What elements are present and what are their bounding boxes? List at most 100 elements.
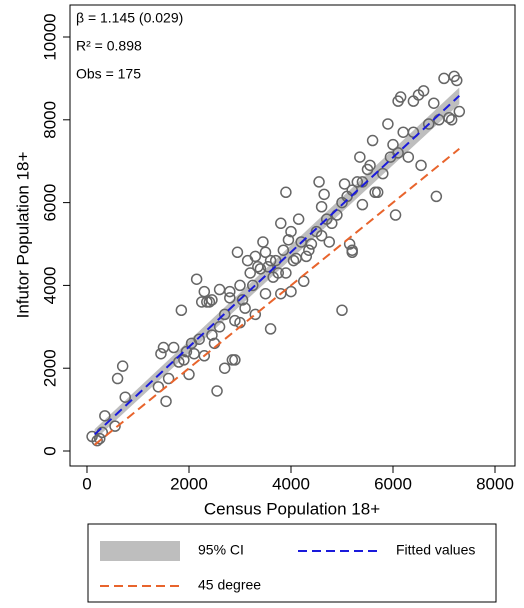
x-tick-label: 6000 <box>374 474 412 493</box>
point <box>366 134 379 147</box>
point <box>272 267 284 279</box>
point <box>213 321 226 333</box>
legend-swatch <box>100 541 180 561</box>
point <box>259 287 272 300</box>
point <box>234 279 246 292</box>
y-tick-label: 8000 <box>40 101 59 139</box>
point <box>407 95 420 107</box>
point <box>438 72 450 85</box>
point <box>315 200 328 213</box>
y-tick-label: 0 <box>40 446 59 455</box>
point <box>292 213 305 225</box>
point <box>119 391 131 403</box>
point <box>394 91 407 103</box>
point <box>351 176 364 188</box>
point <box>257 236 269 248</box>
y-tick-label: 2000 <box>40 349 59 387</box>
point <box>162 372 175 385</box>
point <box>190 273 203 285</box>
point <box>318 188 330 201</box>
point <box>116 360 129 372</box>
fitted-line <box>93 95 460 436</box>
point <box>229 354 241 366</box>
point <box>297 275 310 288</box>
point <box>249 308 262 321</box>
point <box>264 323 277 335</box>
point <box>167 341 180 354</box>
point <box>282 234 295 246</box>
point <box>229 314 241 327</box>
ci-band <box>94 87 460 440</box>
point <box>155 347 167 360</box>
point <box>430 190 443 203</box>
point <box>354 151 366 163</box>
point <box>259 246 272 259</box>
legend-label: 45 degree <box>198 577 261 593</box>
point <box>387 138 399 151</box>
point <box>246 279 259 292</box>
point <box>417 85 430 97</box>
point <box>218 308 231 321</box>
point <box>218 362 231 374</box>
point <box>91 434 103 447</box>
point <box>397 126 409 138</box>
point <box>392 147 404 159</box>
point <box>213 283 226 296</box>
point <box>206 329 218 341</box>
point <box>93 432 106 445</box>
point <box>244 267 256 279</box>
point <box>239 302 251 314</box>
point <box>451 74 463 87</box>
point <box>280 186 292 199</box>
x-tick-label: 8000 <box>476 474 514 493</box>
point <box>371 186 384 199</box>
point <box>315 229 328 242</box>
point <box>109 420 121 432</box>
point <box>198 350 211 362</box>
point <box>111 372 124 385</box>
point <box>428 97 440 109</box>
x-axis-title: Census Population 18+ <box>204 499 380 518</box>
point <box>193 333 205 345</box>
point <box>254 263 267 275</box>
point <box>422 118 435 130</box>
point <box>203 296 216 308</box>
point <box>280 267 292 279</box>
point <box>285 225 297 238</box>
annotation: β = 1.145 (0.029) <box>76 10 183 26</box>
y-tick-label: 6000 <box>40 184 59 222</box>
point <box>346 244 358 256</box>
legend-box <box>87 523 497 603</box>
fitted-line <box>94 148 460 446</box>
point <box>198 285 211 298</box>
point <box>99 410 111 422</box>
point <box>241 254 254 267</box>
point <box>300 250 313 263</box>
annotation: R² = 0.898 <box>76 38 142 54</box>
y-tick-label: 10000 <box>40 13 59 60</box>
point <box>285 285 297 298</box>
point <box>236 294 249 306</box>
point <box>224 285 236 298</box>
legend-label: 95% CI <box>198 542 244 558</box>
point <box>264 254 277 267</box>
point <box>180 345 193 358</box>
point <box>453 105 466 118</box>
point <box>175 304 188 316</box>
point <box>338 178 351 190</box>
legend-label: Fitted values <box>396 542 475 558</box>
point <box>356 198 369 211</box>
point <box>287 254 300 267</box>
y-axis-title: Infutor Population 18+ <box>13 152 32 319</box>
point <box>160 395 172 408</box>
point <box>277 244 290 256</box>
y-tick-label: 4000 <box>40 266 59 304</box>
point <box>323 236 335 248</box>
point <box>249 250 262 263</box>
point <box>231 246 244 259</box>
point <box>224 292 236 304</box>
x-tick-label: 4000 <box>272 474 310 493</box>
point <box>313 176 325 188</box>
annotation: Obs = 175 <box>76 66 141 82</box>
